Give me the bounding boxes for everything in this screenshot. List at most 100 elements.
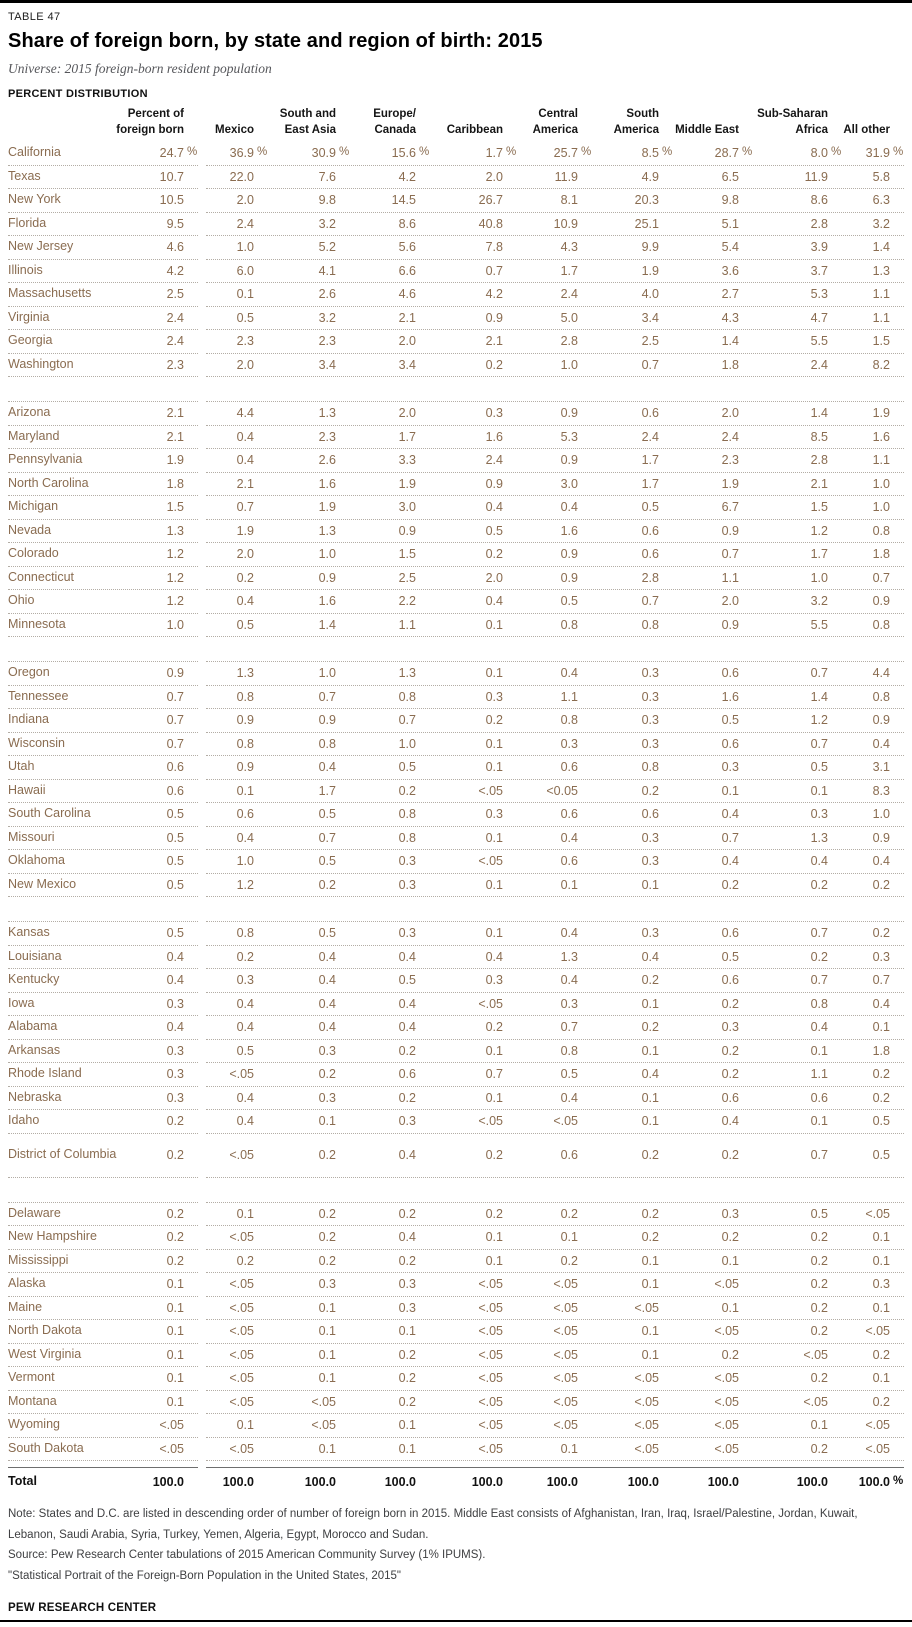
value-cell: 0.1 [641,1347,659,1362]
column-header: Middle East [675,124,739,137]
value-cell: 0.5 [810,1206,828,1221]
value-cell: 1.9 [166,453,184,468]
table-row: Wisconsin 0.7 0.8 0.8 1.0 0.1 0.3 0.3 0.6 0.7 0.4 [8,733,904,756]
value-cell: 0.1 [485,830,503,845]
value-cell: 0.3 [872,1277,890,1292]
value-cell: <.05 [553,1347,578,1362]
value-cell: 1.8 [166,476,184,491]
value-cell: 26.7 [478,193,503,208]
value-cell: 0.7 [721,830,739,845]
state-label: New Mexico [8,876,77,891]
value-cell: <.05 [634,1300,659,1315]
state-label: Georgia [8,333,53,348]
value-cell: 0.2 [641,1206,659,1221]
value-cell: 0.4 [872,996,890,1011]
value-cell: 0.2 [398,1371,416,1386]
table-row: New Mexico 0.5 1.2 0.2 0.3 0.1 0.1 0.1 0.2 0.2 0.2 [8,874,904,897]
value-cell: 15.6% [391,146,430,161]
value-cell: 2.0 [236,357,254,372]
value-cell: 1.7 [641,476,659,491]
value-cell: 0.9 [485,476,503,491]
value-cell: 0.5 [872,1148,890,1162]
value-cell: 0.6 [398,1067,416,1082]
value-cell: 3.4 [318,357,336,372]
value-cell: 0.3 [485,807,503,822]
value-cell: 1.7 [810,547,828,562]
value-cell: 0.9 [872,830,890,845]
state-label: Delaware [8,1205,61,1220]
value-cell: <.05 [478,996,503,1011]
value-cell: 0.7 [318,689,336,704]
state-label: Connecticut [8,569,75,584]
value-cell: 0.2 [560,1206,578,1221]
value-cell: 0.5 [398,760,416,775]
column-header: Mexico [215,124,254,137]
value-cell: 0.2 [560,1253,578,1268]
value-cell: 3.0 [398,500,416,515]
value-cell: 1.8 [872,547,890,562]
value-cell: 0.1 [872,1371,890,1386]
value-cell: 1.4 [810,689,828,704]
value-cell: 2.1 [236,476,254,491]
value-cell: 0.2 [810,949,828,964]
value-cell: 2.7 [721,287,739,302]
value-cell: 1.0 [236,240,254,255]
value-cell: 1.5 [398,547,416,562]
table-row: Delaware 0.2 0.1 0.2 0.2 0.2 0.2 0.2 0.3 0.5 <.05 [8,1203,904,1226]
value-cell: 0.8 [236,736,254,751]
value-cell: 0.1 [560,1441,578,1456]
value-cell: 6.3 [872,193,890,208]
table-row: Minnesota 1.0 0.5 1.4 1.1 0.1 0.8 0.8 0.9 5.5 0.8 [8,614,904,637]
value-cell: <.05 [311,1418,336,1433]
value-cell: 0.1 [318,1347,336,1362]
table-row: Pennsylvania 1.9 0.4 2.6 3.3 2.4 0.9 1.7 2.3 2.8 1… [8,449,904,473]
value-cell: <.05 [634,1418,659,1433]
value-cell: 1.8 [721,357,739,372]
value-cell: 2.3 [318,334,336,349]
state-label: Mississippi [8,1252,69,1267]
value-cell: 0.2 [810,1371,828,1386]
value-cell: 0.2 [721,996,739,1011]
value-cell: <.05 [553,1300,578,1315]
value-cell: 0.6 [166,783,184,798]
value-cell: 1.2 [166,570,184,585]
value-cell: 0.4 [560,1090,578,1105]
value-cell: 100.0 [304,1474,336,1489]
value-cell: 2.6 [318,453,336,468]
value-cell: <.05 [553,1418,578,1433]
value-cell: 0.4 [721,807,739,822]
value-cell: 5.0 [560,310,578,325]
value-cell: 0.1 [236,1206,254,1221]
value-cell: 24.7% [159,146,198,161]
source-text: Source: Pew Research Center tabulations … [8,1549,486,1561]
value-cell: 1.2 [236,877,254,892]
state-label: Montana [8,1393,57,1408]
value-cell: 0.4 [810,854,828,869]
value-cell: <.05 [229,1441,254,1456]
value-cell: 0.2 [318,1206,336,1221]
table-row: New Hampshire 0.2 <.05 0.2 0.4 0.1 0.1 0.2 0.2 0.… [8,1226,904,1250]
value-cell: <.05 [714,1277,739,1292]
value-cell: 0.1 [641,1090,659,1105]
value-cell: 0.3 [641,926,659,941]
value-cell: <.05 [478,1441,503,1456]
state-label: Vermont [8,1370,55,1385]
value-cell: <.05 [714,1418,739,1433]
table-row: Rhode Island 0.3 <.05 0.2 0.6 0.7 0.5 0.4 0.2 1.1… [8,1063,904,1087]
value-cell: 2.0 [236,547,254,562]
value-cell: 0.5 [721,949,739,964]
value-cell: 1.3 [560,949,578,964]
value-cell: 0.3 [641,713,659,728]
value-cell: 0.4 [318,760,336,775]
value-cell: 0.2 [810,1253,828,1268]
value-cell: 0.1 [236,783,254,798]
value-cell: 0.5 [560,1067,578,1082]
value-cell: 0.7 [810,1148,828,1162]
value-cell: 0.2 [641,1020,659,1035]
value-cell: 0.1 [641,877,659,892]
value-cell: 3.9 [810,240,828,255]
value-cell: 3.2 [318,310,336,325]
table-row: South Carolina 0.5 0.6 0.5 0.8 0.3 0.6 0.6 0.4 0.… [8,803,904,827]
value-cell: 0.1 [485,926,503,941]
value-cell: 0.4 [166,973,184,988]
